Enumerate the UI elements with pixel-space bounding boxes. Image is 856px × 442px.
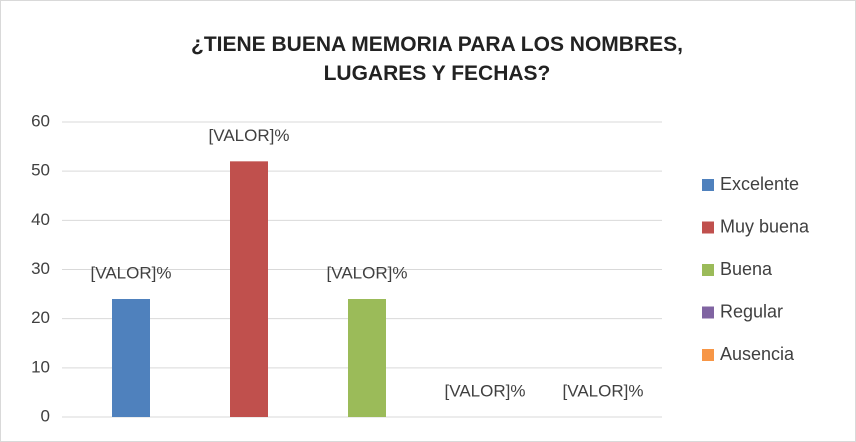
chart-title: ¿TIENE BUENA MEMORIA PARA LOS NOMBRES, L…: [191, 33, 683, 85]
y-tick-label: 30: [31, 259, 50, 278]
data-label: [VALOR]%: [209, 126, 290, 145]
legend-label: Ausencia: [720, 344, 795, 364]
legend-label: Excelente: [720, 174, 799, 194]
data-label: [VALOR]%: [91, 263, 172, 282]
data-label: [VALOR]%: [445, 381, 526, 400]
y-tick-label: 50: [31, 161, 50, 180]
data-label: [VALOR]%: [327, 263, 408, 282]
legend-swatch: [702, 306, 714, 319]
y-tick-label: 0: [41, 406, 50, 425]
legend-swatch: [702, 221, 714, 234]
legend-swatch: [702, 264, 714, 276]
data-label: [VALOR]%: [563, 381, 644, 400]
legend-label: Buena: [720, 259, 773, 279]
legend-label: Muy buena: [720, 216, 810, 236]
y-tick-label: 10: [31, 357, 50, 376]
legend-label: Regular: [720, 301, 783, 321]
legend-swatch: [702, 179, 714, 191]
bar: [348, 299, 386, 417]
y-tick-label: 20: [31, 308, 50, 327]
bar: [112, 299, 150, 417]
legend-swatch: [702, 349, 714, 361]
bar: [230, 161, 268, 417]
y-tick-label: 60: [31, 111, 50, 130]
y-tick-label: 40: [31, 210, 50, 229]
